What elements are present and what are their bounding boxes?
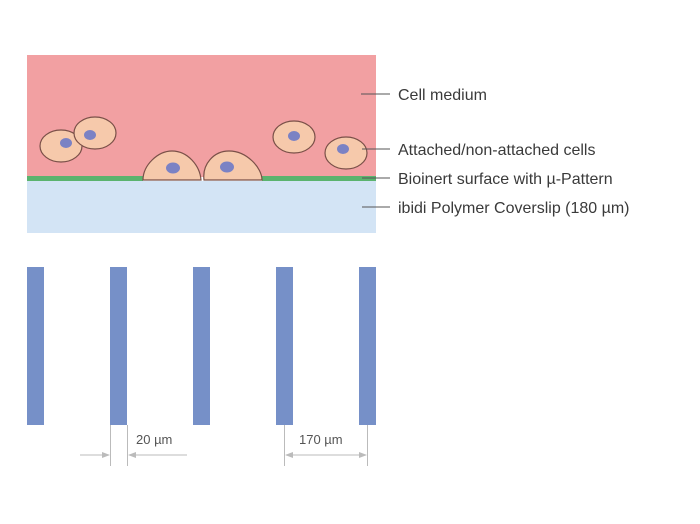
label-coverslip: ibidi Polymer Coverslip (180 µm)	[398, 200, 630, 217]
label-cells: Attached/non-attached cells	[398, 142, 595, 159]
dimension-gap-label: 20 µm	[136, 432, 172, 447]
cell-floating	[73, 116, 117, 150]
bioinert-surface-left	[27, 176, 143, 181]
pattern-stripes	[27, 267, 376, 425]
cell-floating	[324, 136, 368, 170]
bioinert-surface-right	[262, 176, 376, 181]
dimension-lines	[80, 425, 368, 466]
cell-attached	[142, 150, 202, 181]
stripe	[359, 267, 376, 425]
coverslip-layer	[27, 181, 376, 233]
stripe	[193, 267, 210, 425]
label-cell-medium: Cell medium	[398, 87, 487, 104]
stripe	[276, 267, 293, 425]
label-bioinert-surface: Bioinert surface with µ-Pattern	[398, 171, 613, 188]
stripe	[110, 267, 127, 425]
dimension-pitch-label: 170 µm	[299, 432, 343, 447]
cell-attached	[203, 150, 263, 181]
stripe	[27, 267, 44, 425]
cells	[39, 116, 368, 181]
cell-floating	[272, 120, 316, 154]
cell-medium-layer	[27, 55, 376, 177]
